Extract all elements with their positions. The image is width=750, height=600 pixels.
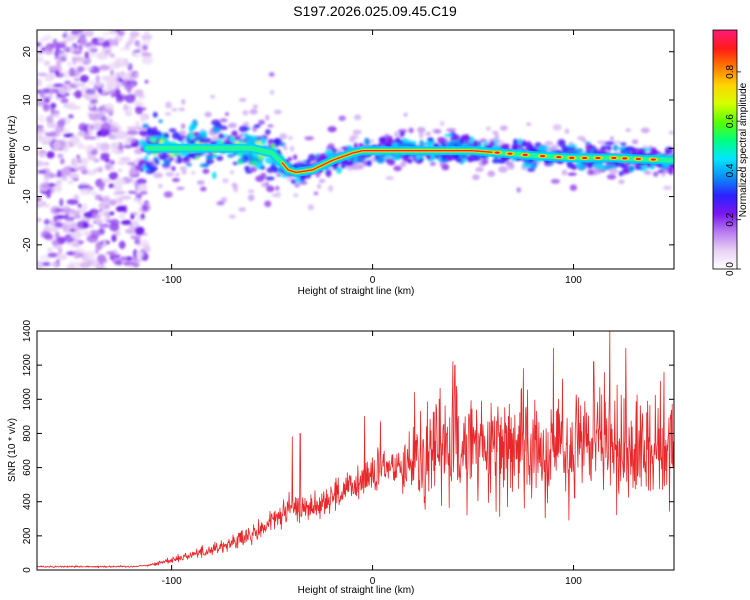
spectrogram-y-axis-label: Frequency (Hz) <box>7 116 18 185</box>
snr-frame <box>36 330 675 571</box>
colorbar-tick-label: 0.2 <box>725 212 736 226</box>
ridge-hot-core <box>556 155 562 159</box>
x-tick-label: 100 <box>565 275 582 286</box>
snr-x-axis-label: Height of straight line (km) <box>298 585 415 596</box>
colorbar: 0.0 0.2 0.4 0.6 0.8 Normalized spectral ampl… <box>712 29 749 276</box>
ridge-peak <box>281 150 494 174</box>
snr-series-line <box>37 331 674 569</box>
ridge-hot-core <box>494 151 500 154</box>
snr-y-axis-label: SNR (10 * v/v) <box>7 418 18 482</box>
x-tick-label: 100 <box>565 576 582 587</box>
ridge-hot-core <box>507 152 513 155</box>
y-tick-label: 20 <box>22 46 33 58</box>
spectrogram-x-ticks: -100 0 100 <box>162 30 582 286</box>
x-tick-label: 0 <box>370 576 376 587</box>
y-tick-label: 0 <box>22 567 33 573</box>
spectrogram-field <box>37 30 674 269</box>
ridge-hot-core <box>540 154 546 158</box>
ridge-hot-core <box>611 156 617 160</box>
y-tick-label: 200 <box>22 527 33 544</box>
y-tick-label: 1400 <box>22 319 33 342</box>
snr-y-ticks: 0 200 400 600 800 1000 1200 1400 <box>22 319 674 573</box>
spectrogram-y-ticks: -20 -10 0 10 20 <box>22 46 674 252</box>
ridge-hot-core <box>582 156 588 160</box>
spectrogram-frame <box>36 29 675 270</box>
snr-panel: -100 0 100 0 200 400 600 800 1000 1200 1400 Heigh… <box>7 319 675 596</box>
y-tick-label: 800 <box>22 425 33 442</box>
chart-title: S197.2026.025.09.45.C19 <box>293 3 457 19</box>
colorbar-tick-label: 0.0 <box>725 262 736 276</box>
x-tick-label: 0 <box>370 275 376 286</box>
y-tick-label: 10 <box>22 94 33 106</box>
ridge-hot-core <box>569 156 575 159</box>
colorbar-tick-label: 0.4 <box>725 163 736 177</box>
ridge-hot-core <box>635 157 641 161</box>
x-tick-label: -100 <box>162 576 182 587</box>
ridge-hot-core <box>622 157 628 160</box>
y-tick-label: 400 <box>22 493 33 510</box>
x-tick-label: -100 <box>162 275 182 286</box>
y-tick-label: 0 <box>22 145 33 151</box>
y-tick-label: 1000 <box>22 388 33 411</box>
colorbar-gradient <box>712 29 738 270</box>
spectrogram-x-axis-label: Height of straight line (km) <box>298 286 415 297</box>
ridge-hot-core <box>522 153 528 156</box>
ridge-hot-core <box>650 158 656 161</box>
y-tick-label: 600 <box>22 459 33 476</box>
y-tick-label: -10 <box>22 189 33 204</box>
colorbar-ticks: 0.0 0.2 0.4 0.6 0.8 <box>725 64 741 276</box>
colorbar-label: Normalized spectral amplitude <box>738 82 749 217</box>
colorbar-tick-label: 0.6 <box>725 114 736 128</box>
y-tick-label: 1200 <box>22 354 33 377</box>
y-tick-label: -20 <box>22 237 33 252</box>
ridge-hot-core <box>595 156 601 160</box>
snr-x-ticks: -100 0 100 <box>162 331 582 587</box>
colorbar-tick-label: 0.8 <box>725 64 736 78</box>
